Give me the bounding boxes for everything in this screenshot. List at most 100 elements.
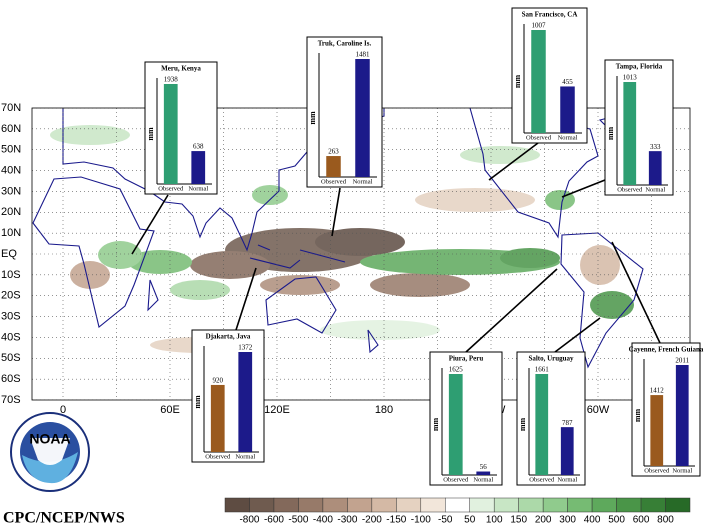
- legend-label: 150: [510, 515, 527, 526]
- lat-label: 10N: [1, 227, 21, 239]
- legend-swatch: [322, 497, 348, 513]
- inset-frame: [429, 351, 503, 486]
- legend-swatch: [567, 497, 593, 513]
- inset-chart: Cayenne, French Guiana mm 1412 Observed 2011…: [629, 342, 704, 477]
- category-label: Normal: [353, 178, 373, 185]
- category-label: Observed: [321, 178, 347, 185]
- value-label: 56: [480, 463, 488, 471]
- legend-label: -400: [313, 515, 333, 526]
- inset-chart: Truk, Caroline Is. mm 263 Observed 1481 Norma…: [306, 36, 383, 188]
- inset-y-label: mm: [513, 75, 522, 89]
- legend-swatch: [469, 497, 495, 513]
- legend-swatch: [298, 497, 324, 513]
- lat-label: 40N: [1, 164, 21, 176]
- inset-frame: [144, 61, 218, 195]
- lat-label: EQ: [1, 248, 17, 260]
- category-label: Normal: [473, 476, 493, 483]
- value-label: 787: [562, 419, 573, 427]
- inset-chart: San Francisco, CA mm 1007 Observed 455 Normal: [511, 7, 588, 144]
- inset-y-label: mm: [431, 418, 440, 432]
- lat-label: 30N: [1, 185, 21, 197]
- bar: [560, 427, 574, 475]
- inset-title: Salto, Uruguay: [528, 355, 574, 363]
- category-label: Observed: [617, 186, 643, 193]
- inset-frame: [191, 329, 265, 463]
- value-label: 1481: [356, 51, 371, 59]
- legend-label: -100: [411, 515, 431, 526]
- legend-swatch: [640, 497, 666, 513]
- bar: [238, 352, 253, 452]
- legend-swatch: [396, 497, 422, 513]
- lat-label: 40S: [1, 331, 21, 343]
- legend-label: 300: [559, 515, 576, 526]
- lat-label: 30S: [1, 310, 21, 322]
- value-label: 1625: [449, 366, 464, 374]
- value-label: 333: [650, 143, 661, 151]
- legend-label: 100: [486, 515, 503, 526]
- inset-y-label: mm: [518, 418, 527, 432]
- legend-label: -300: [337, 515, 357, 526]
- legend-label: -150: [386, 515, 406, 526]
- inset-title: Truk, Caroline Is.: [318, 40, 372, 48]
- legend-label: -500: [288, 515, 308, 526]
- bar: [560, 86, 575, 133]
- inset-title: Piura, Peru: [449, 355, 484, 363]
- bar: [623, 82, 637, 185]
- legend-swatch: [591, 497, 617, 513]
- inset-chart: Salto, Uruguay mm 1661 Observed 787 Normal: [516, 351, 586, 486]
- inset-y-label: mm: [146, 127, 155, 141]
- inset-frame: [516, 351, 586, 486]
- inset-chart: Djakarta, Java mm 920 Observed 1372 Normal: [191, 329, 265, 463]
- category-label: Normal: [672, 467, 692, 474]
- logo: NOAA: [10, 412, 90, 492]
- legend-label: 50: [464, 515, 476, 526]
- legend-label: -200: [362, 515, 382, 526]
- inset-frame: [511, 7, 588, 144]
- category-label: Normal: [235, 453, 255, 460]
- legend-swatch: [665, 497, 691, 513]
- legend-label: -800: [239, 515, 259, 526]
- logo-text: NOAA: [29, 431, 70, 447]
- lat-label: 10S: [1, 269, 21, 281]
- legend-label: 200: [535, 515, 552, 526]
- inset-title: Cayenne, French Guiana: [629, 346, 704, 354]
- anomaly-field: [50, 125, 634, 353]
- legend-swatch: [445, 497, 470, 513]
- inset-frame: [631, 342, 701, 477]
- lat-label: 50N: [1, 144, 21, 156]
- legend-label: 500: [608, 515, 625, 526]
- legend-swatch: [542, 497, 568, 513]
- lon-label: 0: [60, 404, 66, 416]
- legend-label: -600: [264, 515, 284, 526]
- lat-label: 50S: [1, 352, 21, 364]
- bar: [535, 374, 549, 475]
- lon-label: 120E: [264, 404, 290, 416]
- inset-frame: [604, 59, 674, 196]
- credit: CPC/NCEP/NWS: [3, 510, 125, 527]
- lat-label: 70N: [1, 102, 21, 114]
- value-label: 638: [193, 143, 204, 151]
- bar: [650, 395, 664, 466]
- inset-y-label: mm: [606, 127, 615, 141]
- legend-swatch: [518, 497, 544, 513]
- value-label: 1938: [164, 76, 179, 84]
- inset-title: Meru, Kenya: [161, 65, 201, 73]
- legend-swatch: [249, 497, 275, 513]
- lon-label: 60E: [160, 404, 180, 416]
- value-label: 920: [213, 377, 224, 385]
- value-label: 455: [562, 78, 573, 86]
- legend-swatch: [371, 497, 397, 513]
- bar: [448, 374, 463, 475]
- category-label: Normal: [558, 134, 578, 141]
- bar: [191, 151, 206, 184]
- legend-swatch: [273, 497, 299, 513]
- value-label: 2011: [675, 357, 689, 365]
- lat-label: 60N: [1, 123, 21, 135]
- inset-chart: Piura, Peru mm 1625 Observed 56 Normal: [429, 351, 503, 486]
- category-label: Observed: [644, 467, 670, 474]
- bar: [476, 471, 491, 475]
- legend-label: 400: [584, 515, 601, 526]
- legend-label: 800: [657, 515, 674, 526]
- category-label: Observed: [529, 476, 555, 483]
